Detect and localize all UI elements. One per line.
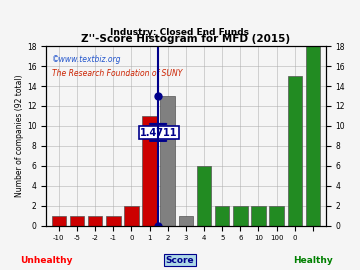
Title: Z''-Score Histogram for MFD (2015): Z''-Score Histogram for MFD (2015): [81, 34, 291, 44]
Bar: [233, 206, 248, 226]
Bar: [179, 216, 193, 226]
Bar: [161, 96, 175, 226]
Bar: [215, 206, 229, 226]
Bar: [269, 206, 284, 226]
Text: 1.4711: 1.4711: [140, 128, 178, 138]
Bar: [288, 76, 302, 226]
Y-axis label: Number of companies (92 total): Number of companies (92 total): [15, 75, 24, 197]
Bar: [251, 206, 266, 226]
Bar: [88, 216, 102, 226]
Text: Score: Score: [166, 256, 194, 265]
Text: Unhealthy: Unhealthy: [21, 256, 73, 265]
Text: The Research Foundation of SUNY: The Research Foundation of SUNY: [52, 69, 182, 78]
Bar: [124, 206, 139, 226]
Bar: [306, 46, 320, 226]
Text: Industry: Closed End Funds: Industry: Closed End Funds: [111, 28, 249, 37]
Bar: [106, 216, 121, 226]
Bar: [142, 116, 157, 226]
Text: Healthy: Healthy: [293, 256, 333, 265]
Bar: [70, 216, 84, 226]
Bar: [51, 216, 66, 226]
Bar: [197, 166, 211, 226]
Text: ©www.textbiz.org: ©www.textbiz.org: [52, 55, 121, 64]
